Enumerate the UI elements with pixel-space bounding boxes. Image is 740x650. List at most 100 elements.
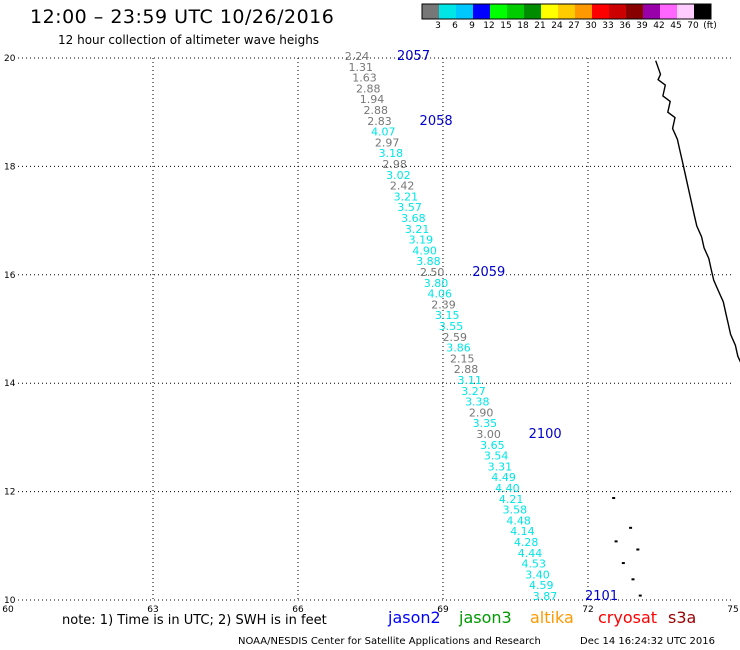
scale-swatch — [439, 4, 456, 19]
timestamp-text: Dec 14 16:24:32 UTC 2016 — [580, 636, 715, 647]
wave-height-value: 3.27 — [461, 385, 486, 398]
scale-label: 27 — [568, 21, 580, 31]
lat-tick-label: 10 — [4, 596, 16, 606]
scale-label: 3 — [435, 21, 441, 31]
scale-label: 21 — [534, 21, 546, 31]
wave-height-value: 4.59 — [529, 579, 554, 592]
wave-height-value: 3.80 — [424, 277, 449, 290]
lat-tick-label: 18 — [4, 162, 16, 172]
wave-height-value: 4.44 — [518, 547, 543, 560]
wave-height-value: 2.97 — [375, 136, 400, 149]
wave-height-value: 3.31 — [488, 460, 513, 473]
wave-height-value: 2.42 — [390, 180, 415, 193]
wave-height-value: 3.87 — [533, 590, 558, 603]
scale-swatch — [626, 4, 643, 19]
island — [629, 526, 633, 529]
wave-height-value: 3.54 — [484, 450, 509, 463]
map-title: 12:00 – 23:59 UTC 10/26/2016 — [30, 6, 335, 28]
pass-id-label: 2058 — [420, 114, 453, 129]
lat-lon-grid: 60 63 66 69 72 75 20 18 16 14 12 10 — [2, 54, 738, 615]
wave-height-value: 3.88 — [416, 255, 441, 268]
scale-label: (ft) — [703, 21, 717, 31]
wave-height-value: 3.18 — [379, 147, 404, 160]
legend-jason3: jason3 — [459, 608, 512, 627]
scale-swatch — [575, 4, 592, 19]
wave-height-value: 3.86 — [446, 342, 471, 355]
wave-height-value: 4.06 — [427, 288, 452, 301]
wave-height-value: 4.53 — [521, 558, 546, 571]
color-scale-bar — [421, 3, 712, 20]
legend-cryosat: cryosat — [598, 608, 658, 627]
wave-height-value: 4.90 — [412, 244, 437, 257]
scale-label: 24 — [551, 21, 563, 31]
lon-tick-label: 60 — [2, 605, 14, 615]
scale-label: 36 — [619, 21, 631, 31]
wave-height-value: 3.68 — [401, 212, 426, 225]
island — [636, 548, 640, 551]
wave-height-value: 3.19 — [409, 234, 434, 247]
wave-height-value: 3.00 — [476, 428, 501, 441]
scale-swatch — [558, 4, 575, 19]
pass-id-label: 2059 — [472, 265, 505, 280]
wave-height-value: 1.94 — [360, 93, 385, 106]
coastline — [612, 60, 740, 597]
wave-height-value: 4.07 — [371, 126, 396, 139]
lat-tick-label: 20 — [4, 54, 16, 64]
scale-swatch — [592, 4, 609, 19]
scale-label: 6 — [452, 21, 458, 31]
scale-swatch — [490, 4, 507, 19]
wave-height-value: 4.21 — [499, 493, 524, 506]
wave-height-value: 3.35 — [473, 417, 498, 430]
scale-label: 30 — [585, 21, 597, 31]
scale-swatch — [660, 4, 677, 19]
lon-tick-label: 72 — [582, 605, 593, 615]
scale-border — [421, 3, 712, 20]
wave-height-value: 3.55 — [439, 320, 464, 333]
wave-height-value: 4.49 — [491, 471, 516, 484]
island — [614, 540, 618, 543]
scale-swatch — [473, 4, 490, 19]
scale-swatch — [643, 4, 660, 19]
wave-height-value: 4.40 — [495, 482, 520, 495]
pass-id-label: 2057 — [397, 49, 430, 64]
lat-tick-label: 16 — [4, 271, 16, 281]
pass-id-labels: 2057 2058 2059 2100 2101 — [397, 49, 618, 604]
wave-height-value: 2.50 — [420, 266, 445, 279]
pass-id-label: 2100 — [529, 427, 562, 442]
wave-height-value: 2.39 — [431, 298, 456, 311]
wave-height-value: 2.88 — [454, 363, 479, 376]
wave-height-value: 2.98 — [382, 158, 407, 171]
wave-height-value: 3.11 — [458, 374, 483, 387]
island — [612, 497, 616, 500]
wave-height-value: 3.21 — [394, 190, 419, 203]
legend-s3a: s3a — [668, 608, 697, 627]
lon-tick-label: 75 — [727, 605, 738, 615]
island — [631, 578, 635, 581]
wave-height-value: 2.90 — [469, 406, 494, 419]
legend-altika: altika — [530, 608, 574, 627]
scale-swatch — [609, 4, 626, 19]
legend-jason2: jason2 — [388, 608, 441, 627]
wave-height-value: 3.58 — [503, 504, 528, 517]
wave-height-value: 3.21 — [405, 223, 430, 236]
scale-swatch — [524, 4, 541, 19]
credit-text: NOAA/NESDIS Center for Satellite Applica… — [238, 636, 541, 647]
wave-height-value: 1.31 — [349, 61, 374, 74]
lat-tick-label: 14 — [4, 379, 16, 389]
wave-height-value: 4.14 — [510, 525, 535, 538]
wave-height-value: 2.88 — [364, 104, 389, 117]
wave-height-value: 2.88 — [356, 82, 381, 95]
map-subtitle: 12 hour collection of altimeter wave hei… — [58, 33, 320, 47]
coastline-path — [655, 60, 740, 363]
wave-height-value: 2.59 — [443, 331, 468, 344]
lon-tick-label: 66 — [292, 605, 304, 615]
scale-label: 70 — [687, 21, 699, 31]
pass-id-label: 2101 — [585, 589, 618, 604]
wave-height-value: 3.02 — [386, 169, 411, 182]
scale-label: 39 — [636, 21, 648, 31]
wave-height-value: 1.63 — [352, 72, 377, 85]
wave-height-value: 4.28 — [514, 536, 539, 549]
scale-label: 33 — [602, 21, 614, 31]
